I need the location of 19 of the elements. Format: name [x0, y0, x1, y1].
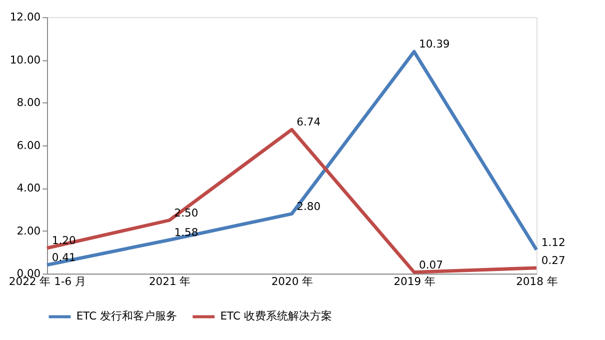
data-label: 1.12 — [541, 236, 566, 249]
y-tick-label: 10.00 — [10, 53, 41, 66]
line-series — [45, 50, 538, 267]
data-label: 0.41 — [52, 250, 76, 264]
y-tick-label: 8.00 — [16, 96, 41, 110]
data-label: 0.27 — [541, 254, 566, 267]
x-tick-label: 2020 年 — [271, 274, 314, 288]
x-tick-label: 2021 年 — [148, 274, 191, 288]
data-label: 10.39 — [418, 38, 450, 51]
data-label: 0.07 — [418, 258, 443, 272]
y-tick-label: 6.00 — [16, 138, 41, 152]
y-tick-label: 2.00 — [16, 224, 41, 238]
y-tick-label: 4.00 — [16, 182, 41, 195]
legend-label: ETC 收费系统解决方案 — [220, 310, 332, 323]
x-tick-label: 2018 年 — [516, 274, 558, 288]
y-tick-label: 12.00 — [10, 10, 41, 24]
x-tick-label: 2019 年 — [394, 274, 436, 288]
data-label: 6.74 — [296, 116, 321, 129]
legend-label: ETC 发行和客户服务 — [76, 310, 178, 323]
